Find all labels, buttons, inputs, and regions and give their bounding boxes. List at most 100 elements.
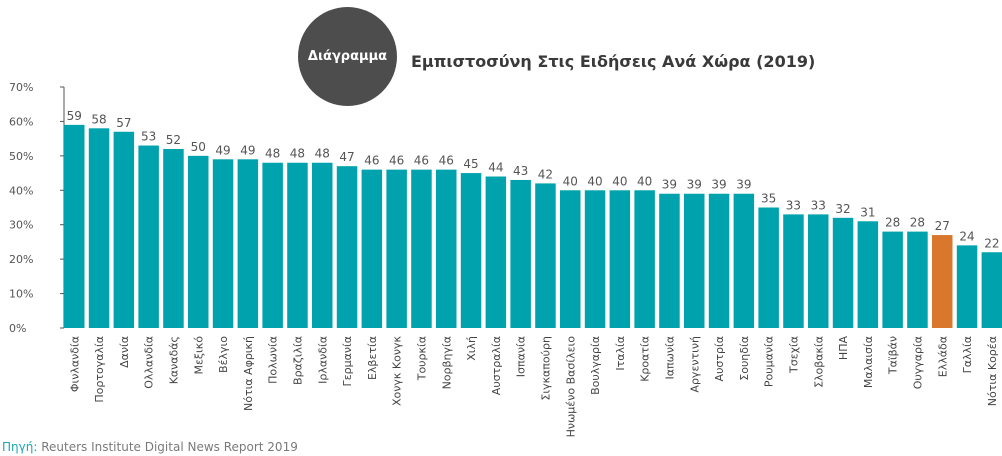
data-labels: 59 58 57 53 52 50 49 49 48 48 48 47 46 46 46 46 45 44 43 42… xyxy=(67,109,1000,250)
bar xyxy=(609,190,631,328)
data-label: 32 xyxy=(835,202,850,216)
x-tick-label: Καναδάς xyxy=(167,336,180,384)
bar xyxy=(436,169,457,328)
bar xyxy=(336,166,358,328)
bar xyxy=(634,190,655,328)
data-label: 48 xyxy=(290,147,305,161)
bar xyxy=(113,131,135,328)
chart-title: Εμπιστοσύνη Στις Ειδήσεις Ανά Χώρα (2019… xyxy=(411,52,816,71)
data-label: 40 xyxy=(612,174,627,188)
data-label: 48 xyxy=(265,147,280,161)
x-tick-label: Βουλγαρία xyxy=(589,336,602,395)
data-label: 59 xyxy=(67,109,82,123)
data-label: 27 xyxy=(935,219,950,233)
bar xyxy=(857,221,879,328)
x-tick-label: Ιαπωνία xyxy=(663,336,676,379)
bar xyxy=(808,214,829,328)
data-label: 46 xyxy=(364,154,379,168)
data-label: 39 xyxy=(662,178,677,192)
data-label: 49 xyxy=(215,143,230,157)
data-label: 46 xyxy=(439,154,454,168)
data-label: 40 xyxy=(637,174,652,188)
x-tick-label: Ιταλία xyxy=(614,336,627,371)
source-note: Πηγή: Reuters Institute Digital News Rep… xyxy=(2,440,298,454)
x-tick-label: Γερμανία xyxy=(341,336,354,386)
data-label: 40 xyxy=(587,174,602,188)
data-label: 48 xyxy=(315,147,330,161)
x-tick-label: Αυστρία xyxy=(713,336,726,381)
y-tick-label: 10% xyxy=(9,288,33,301)
bar xyxy=(411,169,432,328)
bar xyxy=(783,214,804,328)
x-tick-label: Αυστραλία xyxy=(490,336,503,395)
bar xyxy=(981,252,1002,328)
x-tick-label: Βέλγιο xyxy=(217,336,230,373)
x-tick-label: Νότια Κορέα xyxy=(986,336,999,406)
x-tick-labels: Φινλανδία Πορτογαλία Δανία Ολλανδία Καναδάς Μ… xyxy=(68,335,999,437)
data-label: 31 xyxy=(860,205,875,219)
data-label: 43 xyxy=(513,164,528,178)
x-tick-label: Ηνωμένο Βασίλειο xyxy=(564,336,577,438)
bar xyxy=(535,183,556,328)
x-tick-label: Ισπανία xyxy=(515,336,528,377)
data-label: 46 xyxy=(414,154,429,168)
x-tick-label: Χονγκ Κονγκ xyxy=(391,335,404,405)
data-label: 46 xyxy=(389,154,404,168)
bar xyxy=(708,193,730,328)
x-tick-label: Χιλή xyxy=(465,336,478,361)
bars xyxy=(64,124,1002,328)
x-tick-label: Νορβηγία xyxy=(440,336,453,389)
x-tick-label: Πολωνία xyxy=(267,336,280,384)
data-label: 57 xyxy=(116,116,131,130)
bar xyxy=(138,145,159,328)
bar xyxy=(188,155,209,328)
bar xyxy=(882,231,903,328)
y-axis: 0% 10% 20% 30% 40% 50% 60% 70% xyxy=(9,81,65,335)
y-tick-label: 30% xyxy=(9,219,33,232)
bar xyxy=(312,162,333,328)
x-tick-label: Τσεχία xyxy=(787,336,800,374)
x-tick-label: Σλοβακία xyxy=(812,336,825,388)
data-label: 24 xyxy=(959,229,974,243)
x-tick-label: Σουηδία xyxy=(738,336,751,381)
data-label: 45 xyxy=(463,157,478,171)
x-tick-label: Νότια Αφρική xyxy=(242,336,255,411)
bar xyxy=(758,207,779,328)
bar xyxy=(485,176,507,328)
chart-badge: Διάγραμμα xyxy=(298,7,397,106)
data-label: 42 xyxy=(538,167,553,181)
bar xyxy=(932,235,953,328)
x-tick-label: Μεξικό xyxy=(192,336,205,375)
bar xyxy=(163,148,184,328)
x-tick-label: Ελλάδα xyxy=(936,336,949,377)
data-label: 50 xyxy=(191,140,206,154)
x-tick-label: Ουγγαρία xyxy=(911,336,924,389)
bar xyxy=(460,173,482,328)
y-tick-label: 40% xyxy=(9,184,33,197)
data-label: 44 xyxy=(488,161,503,175)
x-tick-label: Πορτογαλία xyxy=(93,336,106,403)
bar xyxy=(212,159,234,328)
x-tick-label: Ιρλανδία xyxy=(316,336,329,384)
bar xyxy=(733,193,755,328)
x-tick-label: Μαλαισία xyxy=(862,336,875,388)
data-label: 35 xyxy=(761,192,776,206)
bar xyxy=(907,231,928,328)
source-label: Πηγή: xyxy=(2,440,38,454)
y-tick-label: 0% xyxy=(9,322,26,335)
bar xyxy=(832,217,854,328)
bar xyxy=(361,169,383,328)
data-label: 49 xyxy=(240,143,255,157)
bar xyxy=(88,128,110,328)
source-text: Reuters Institute Digital News Report 20… xyxy=(37,440,298,454)
x-tick-label: Ταϊβάν xyxy=(887,336,900,375)
bar xyxy=(262,162,283,328)
badge-label: Διάγραμμα xyxy=(307,49,388,64)
x-tick-label: Ολλανδία xyxy=(143,336,156,389)
x-tick-label: Ελβετία xyxy=(366,336,379,380)
bar xyxy=(287,162,308,328)
y-tick-label: 20% xyxy=(9,253,33,266)
x-tick-label: ΗΠΑ xyxy=(837,336,850,361)
data-label: 28 xyxy=(910,216,925,230)
data-label: 33 xyxy=(811,198,826,212)
